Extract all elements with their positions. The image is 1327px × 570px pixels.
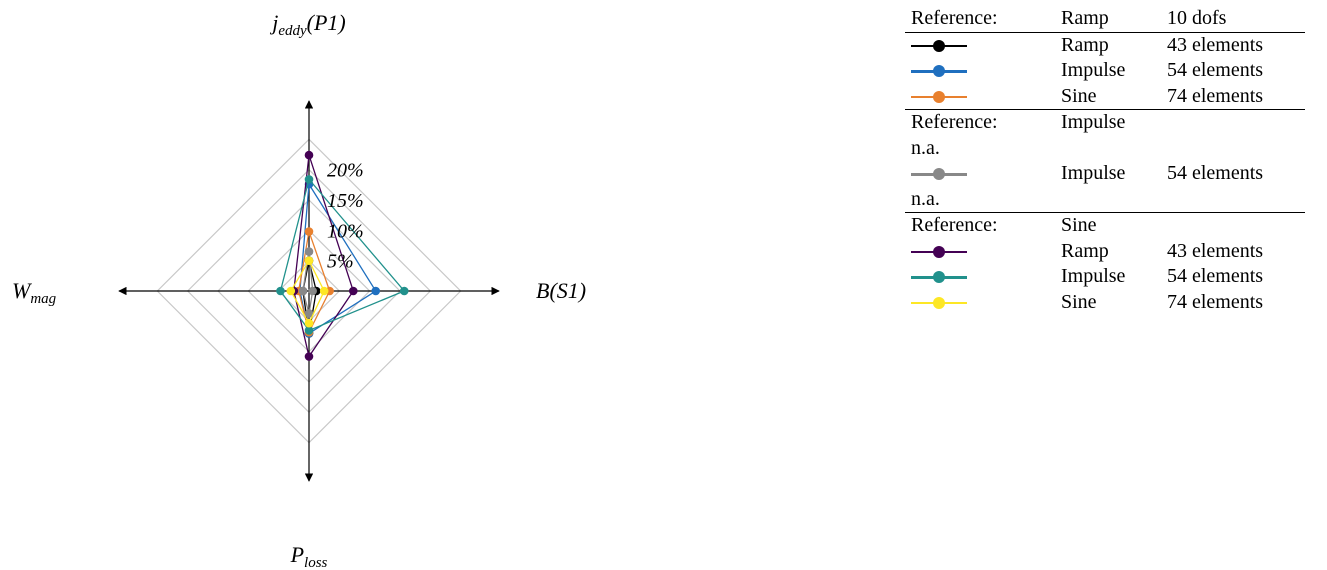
series-point-2-top — [304, 227, 314, 236]
series-point-6-top — [304, 256, 314, 265]
legend-series-name: Sine — [1061, 290, 1097, 313]
legend-series-info: 74 elements — [1167, 84, 1264, 107]
axis-label-top: jeddy(P1) — [269, 10, 346, 39]
legend-reference-row: Reference: Ramp 10 dofs — [905, 6, 1305, 32]
series-point-4-bottom — [304, 352, 314, 361]
legend-line-marker — [911, 65, 967, 78]
legend-series-info: 43 elements — [1167, 239, 1264, 262]
series-point-4-right — [348, 286, 358, 296]
legend-empty — [1049, 187, 1161, 213]
series-point-3-right — [308, 286, 317, 296]
ring-label-5: 5% — [327, 251, 354, 273]
legend-reference-label: Reference: — [911, 7, 998, 29]
legend-reference-info: 10 dofs — [1167, 7, 1227, 29]
legend-series-name: Ramp — [1061, 239, 1109, 262]
series-point-6-right — [319, 286, 329, 296]
legend-reference-name: Ramp — [1061, 7, 1109, 29]
legend-line-marker — [911, 39, 967, 52]
ring-labels: 5% 10% 15% 20% — [327, 160, 364, 273]
legend-series-marker — [905, 239, 1049, 265]
legend-reference-name: Impulse — [1049, 109, 1161, 136]
legend-series-name: Impulse — [1061, 265, 1126, 287]
legend-series-marker — [905, 264, 1049, 290]
legend-series-info: 74 elements — [1167, 290, 1264, 313]
legend-series-row: Sine 74 elements — [905, 290, 1305, 316]
legend-reference-label: Reference: — [905, 212, 1049, 239]
series-point-5-bottom — [304, 326, 314, 335]
legend-series-info: 43 elements — [1161, 31, 1305, 58]
legend-series-row: Ramp 43 elements — [905, 239, 1305, 265]
legend-series-info: 54 elements — [1167, 162, 1264, 184]
legend-series-row: Sine 74 elements — [905, 84, 1305, 110]
legend-series-name: Ramp — [1049, 31, 1161, 58]
legend-na-text: n.a. — [911, 136, 940, 159]
series-layer — [276, 150, 409, 361]
series-point-3-left — [298, 286, 308, 296]
legend-empty — [1161, 187, 1305, 213]
legend-series-info: 54 elements — [1167, 59, 1264, 81]
axis-label-right: B(S1) — [536, 278, 586, 303]
series-point-3-bottom — [304, 309, 314, 318]
legend-line-marker — [911, 168, 967, 181]
series-point-6-left — [286, 286, 296, 296]
legend-reference-name: Sine — [1049, 212, 1161, 239]
legend-series-marker — [905, 31, 1049, 58]
legend-series-marker — [905, 290, 1049, 316]
legend-reference-info — [1161, 212, 1305, 239]
legend-series-name: Impulse — [1061, 162, 1126, 184]
legend-reference-info — [1161, 109, 1305, 136]
legend-line-marker — [911, 296, 967, 309]
ring-label-10: 10% — [327, 220, 364, 242]
legend-series-row: Impulse 54 elements — [905, 58, 1305, 84]
legend-reference-row: Reference: Impulse — [905, 109, 1305, 136]
legend-na-text: n.a. — [911, 187, 940, 210]
legend-series-marker — [905, 161, 1049, 187]
series-point-4-top — [304, 150, 314, 160]
legend-empty — [1049, 136, 1161, 162]
legend-series-name: Sine — [1061, 84, 1097, 107]
legend-na-row: n.a. — [905, 187, 1305, 213]
legend-line-marker — [911, 271, 967, 284]
legend-series-marker — [905, 58, 1049, 84]
series-point-5-top — [304, 175, 314, 184]
series-point-5-left — [276, 286, 285, 296]
axis-label-bottom: Ploss — [290, 542, 328, 570]
series-point-1-right — [371, 286, 381, 296]
legend-series-name: Impulse — [1061, 59, 1126, 81]
legend-series-row: Ramp 43 elements — [905, 31, 1305, 58]
series-point-5-right — [399, 286, 409, 296]
legend-table: Reference: Ramp 10 dofs Ramp 43 elements Impu… — [905, 6, 1305, 315]
legend-series-info: 54 elements — [1167, 265, 1264, 287]
ring-label-20: 20% — [327, 160, 364, 182]
legend-series-row: Impulse 54 elements — [905, 264, 1305, 290]
legend-series-marker — [905, 84, 1049, 110]
axis-labels: jeddy(P1) B(S1) Ploss Wmag — [12, 10, 586, 570]
ring-label-15: 15% — [327, 190, 364, 212]
legend-reference-row: Reference: Sine — [905, 212, 1305, 239]
legend-empty — [1161, 136, 1305, 162]
radar-chart: 5% 10% 15% 20% jeddy(P1) B(S1) Ploss Wmag — [12, 10, 586, 570]
legend-series-row: Impulse 54 elements — [905, 161, 1305, 187]
legend-reference-label: Reference: — [905, 109, 1049, 136]
series-point-6-bottom — [304, 318, 314, 328]
series-point-3-top — [304, 247, 314, 256]
legend-na-row: n.a. — [905, 136, 1305, 162]
legend-line-marker — [911, 245, 967, 258]
legend-line-marker — [911, 90, 967, 103]
axis-label-left: Wmag — [12, 278, 57, 307]
